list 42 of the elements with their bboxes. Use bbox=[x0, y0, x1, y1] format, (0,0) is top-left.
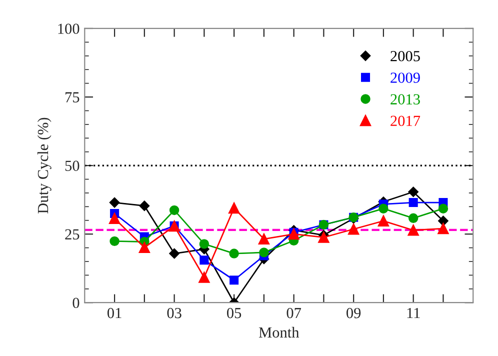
point bbox=[408, 186, 418, 197]
point bbox=[228, 202, 240, 214]
legend-label: 2005 bbox=[390, 50, 420, 62]
point bbox=[259, 248, 269, 258]
point bbox=[378, 204, 388, 214]
point bbox=[230, 276, 239, 285]
y-tick-label: 25 bbox=[65, 229, 80, 240]
x-tick-label: 09 bbox=[346, 308, 361, 318]
point bbox=[438, 223, 449, 234]
point bbox=[200, 256, 209, 265]
point bbox=[110, 236, 120, 246]
x-tick-label: 03 bbox=[167, 308, 182, 318]
point bbox=[288, 228, 300, 240]
y-tick-label: 75 bbox=[66, 92, 80, 102]
x-tick-label: 07 bbox=[286, 308, 302, 318]
point bbox=[199, 239, 210, 249]
point bbox=[229, 248, 239, 258]
x-tick-label: 11 bbox=[407, 308, 420, 318]
legend-label: 2009 bbox=[390, 72, 420, 83]
point bbox=[408, 224, 419, 236]
legend-label: 2013 bbox=[390, 94, 420, 104]
point bbox=[258, 233, 270, 245]
point bbox=[198, 272, 210, 283]
point bbox=[438, 204, 448, 214]
legend-label: 2017 bbox=[390, 116, 420, 126]
x-tick-label: 01 bbox=[107, 308, 122, 318]
point bbox=[138, 242, 150, 254]
point bbox=[109, 197, 120, 208]
y-tick-label: 100 bbox=[58, 24, 80, 34]
point bbox=[408, 198, 418, 208]
point bbox=[169, 205, 180, 216]
x-axis-title: Month bbox=[258, 326, 300, 338]
point bbox=[169, 248, 180, 259]
y-axis-title: Duty Cycle (%) bbox=[37, 118, 52, 214]
y-tick-label: 50 bbox=[65, 160, 80, 171]
point bbox=[408, 213, 418, 224]
x-tick-label: 05 bbox=[227, 308, 242, 318]
y-tick-label: 0 bbox=[72, 298, 80, 308]
point bbox=[139, 200, 150, 211]
point bbox=[108, 212, 120, 224]
point bbox=[348, 224, 360, 235]
point bbox=[378, 215, 390, 226]
